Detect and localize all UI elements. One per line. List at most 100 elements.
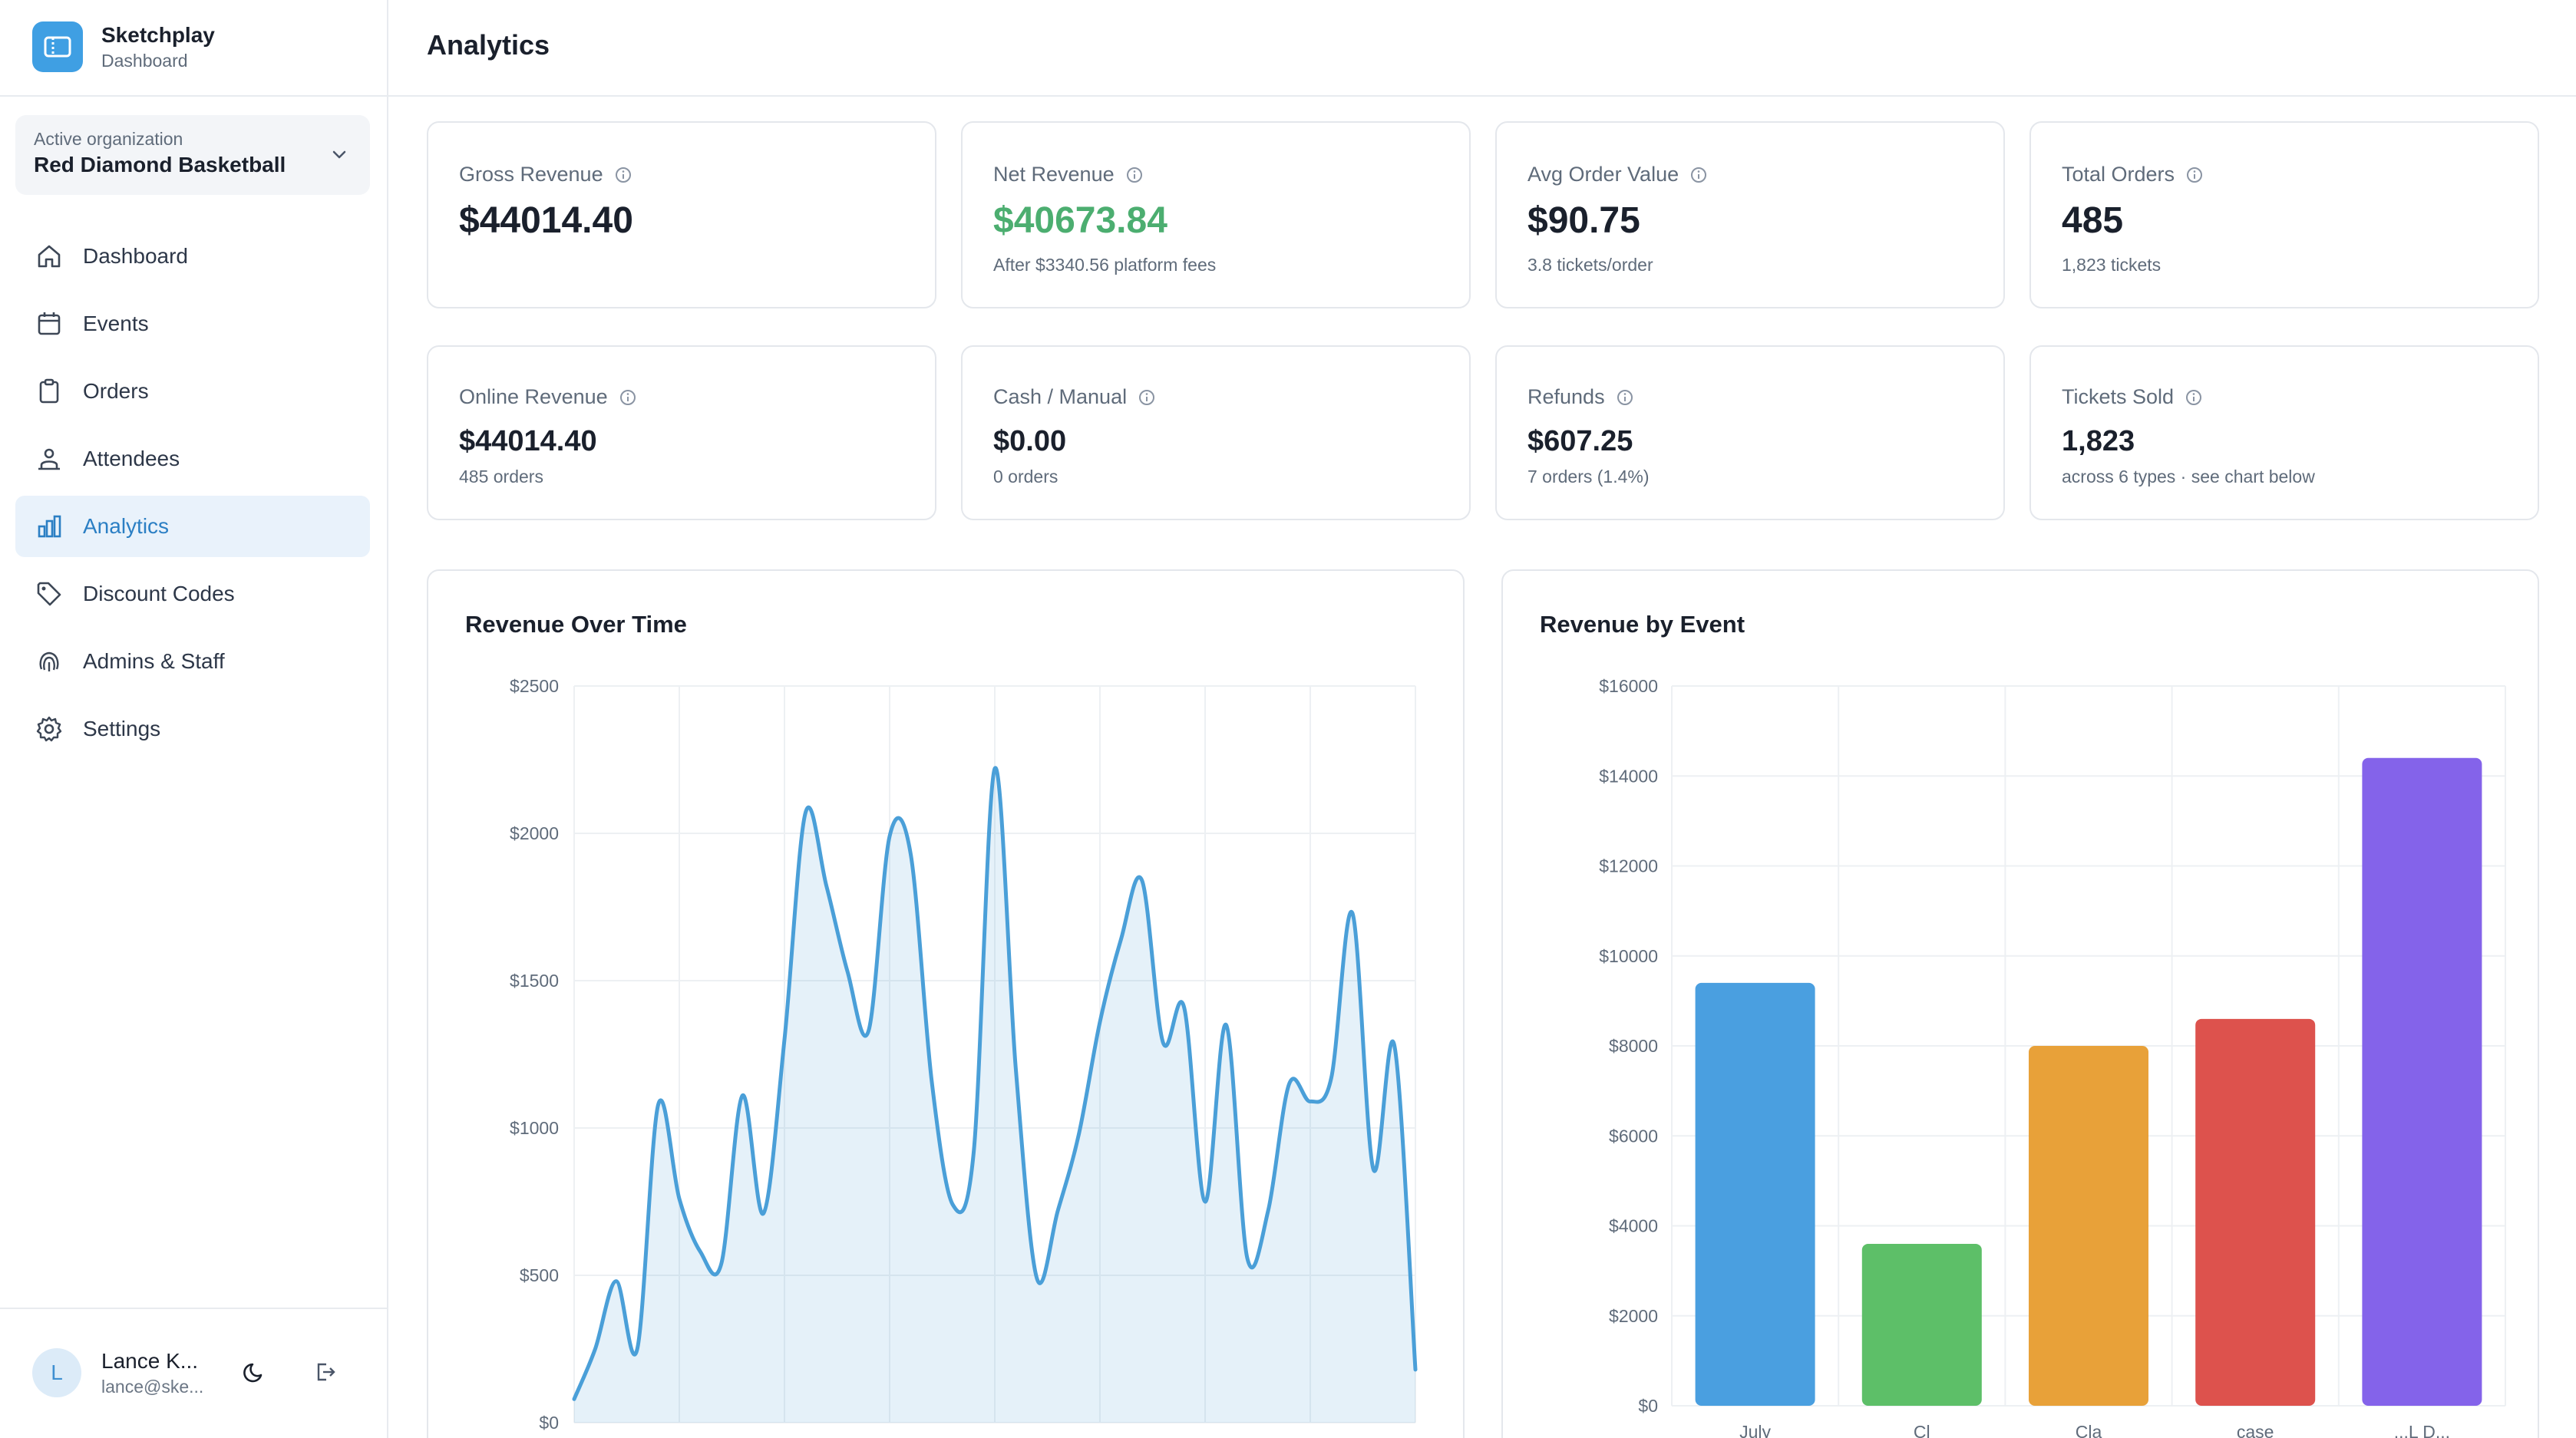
y-tick-label: $16000 <box>1599 676 1658 696</box>
page-header: Analytics <box>388 0 2576 97</box>
stat-card-cash-manual: Cash / Manual $0.00 0 orders <box>961 345 1471 520</box>
bar <box>2362 757 2482 1406</box>
divider <box>0 95 388 97</box>
info-icon[interactable] <box>2185 388 2203 407</box>
y-tick-label: $12000 <box>1599 856 1658 876</box>
stat-value: $607.25 <box>1527 425 1633 457</box>
stat-subtext: 0 orders <box>993 467 1058 486</box>
stat-value: $44014.40 <box>459 425 597 457</box>
sidebar-item-analytics[interactable]: Analytics <box>15 496 370 557</box>
sidebar-item-label: Events <box>83 312 149 335</box>
y-tick-label: $1500 <box>510 971 559 991</box>
chevron-down-icon <box>329 144 350 170</box>
user-profile[interactable]: L Lance K... lance@ske... <box>32 1347 203 1398</box>
revenue-by-event-card: Revenue by Event $0 $2000 $4000 $6000 $8000 $… <box>1501 569 2539 1438</box>
brand[interactable]: Sketchplay Dashboard <box>32 21 215 72</box>
stat-label: Tickets Sold <box>2062 385 2175 408</box>
series-area <box>574 767 1415 1423</box>
sidebar-item-label: Analytics <box>83 514 170 538</box>
user-name: Lance K... <box>101 1349 199 1373</box>
stat-subtext: across 6 types · see chart below <box>2062 467 2315 486</box>
y-tick-label: $0 <box>539 1413 559 1433</box>
stat-label: Gross Revenue <box>459 163 603 186</box>
user-email: lance@ske... <box>101 1377 204 1397</box>
y-tick-label: $10000 <box>1599 946 1658 966</box>
page-title: Analytics <box>427 29 550 61</box>
avatar: L <box>32 1348 81 1397</box>
stat-value: $40673.84 <box>993 200 1167 241</box>
stat-card-net-revenue: Net Revenue $40673.84 After $3340.56 pla… <box>961 121 1471 308</box>
clipboard-icon <box>34 376 64 407</box>
stat-subtext: 485 orders <box>459 467 543 486</box>
revenue-over-time-chart: $0 $500 $1000 $1500 $2000 $2500 <box>510 676 1418 1433</box>
y-tick-label: $8000 <box>1609 1036 1658 1056</box>
y-tick-label: $0 <box>1638 1396 1658 1416</box>
sidebar-item-label: Discount Codes <box>83 582 235 605</box>
sidebar-item-events[interactable]: Events <box>15 293 370 355</box>
gear-icon <box>34 714 64 744</box>
sidebar-item-discount-codes[interactable]: Discount Codes <box>15 563 370 625</box>
x-tick-label: Cla <box>2076 1422 2102 1438</box>
logout-icon <box>312 1359 339 1389</box>
org-name: Red Diamond Basketball <box>34 153 286 176</box>
sidebar-item-label: Orders <box>83 379 149 403</box>
stat-label: Refunds <box>1527 385 1605 408</box>
info-icon[interactable] <box>1689 166 1708 184</box>
chart-title: Revenue by Event <box>1540 611 1745 638</box>
sidebar-item-settings[interactable]: Settings <box>15 698 370 760</box>
stat-label: Total Orders <box>2062 163 2175 186</box>
fingerprint-icon <box>34 646 64 677</box>
sidebar-item-orders[interactable]: Orders <box>15 361 370 422</box>
ticket-icon <box>32 21 83 72</box>
info-icon[interactable] <box>619 388 637 407</box>
org-selector[interactable]: Active organization Red Diamond Basketba… <box>15 115 370 195</box>
stat-label: Net Revenue <box>993 163 1115 186</box>
moon-icon <box>241 1358 269 1390</box>
stat-card-total-orders: Total Orders 485 1,823 tickets <box>2029 121 2539 308</box>
info-icon[interactable] <box>614 166 632 184</box>
stat-subtext: 3.8 tickets/order <box>1527 255 1653 275</box>
stat-subtext: 1,823 tickets <box>2062 255 2162 275</box>
sidebar-item-dashboard[interactable]: Dashboard <box>15 226 370 287</box>
y-tick-label: $6000 <box>1609 1126 1658 1146</box>
tag-icon <box>34 579 64 609</box>
stat-card-avg-order-value: Avg Order Value $90.75 3.8 tickets/order <box>1495 121 2005 308</box>
info-icon[interactable] <box>1616 388 1634 407</box>
y-tick-label: $2000 <box>510 823 559 843</box>
revenue-by-event-chart: $0 $2000 $4000 $6000 $8000 $10000 $12000 $14000… <box>1599 676 2506 1438</box>
series-line <box>572 766 1418 1401</box>
bar-chart-icon <box>34 511 64 542</box>
bar <box>1695 982 1815 1406</box>
home-icon <box>34 241 64 272</box>
divider <box>0 1308 388 1309</box>
stat-label: Online Revenue <box>459 385 608 408</box>
sidebar-nav: Dashboard Events Orders Attendees Analyt… <box>15 226 370 766</box>
sidebar-item-admins-staff[interactable]: Admins & Staff <box>15 631 370 692</box>
stat-value: $90.75 <box>1527 200 1640 241</box>
y-tick-label: $2500 <box>510 676 559 696</box>
stat-card-tickets-sold: Tickets Sold 1,823 across 6 types · see … <box>2029 345 2539 520</box>
brand-name: Sketchplay <box>101 23 215 47</box>
revenue-over-time-card: Revenue Over Time $0 $500 $1000 $1500 $2000 $… <box>427 569 1465 1438</box>
x-tick-label: ...L D... <box>2394 1422 2450 1438</box>
chart-title: Revenue Over Time <box>465 611 687 638</box>
stat-card-online-revenue: Online Revenue $44014.40 485 orders <box>427 345 936 520</box>
info-icon[interactable] <box>2185 166 2204 184</box>
org-label: Active organization <box>34 129 183 149</box>
theme-toggle-button[interactable] <box>239 1358 270 1389</box>
info-icon[interactable] <box>1138 388 1156 407</box>
stat-subtext: After $3340.56 platform fees <box>993 255 1217 275</box>
bar <box>2195 1018 2316 1406</box>
stat-label: Avg Order Value <box>1527 163 1679 186</box>
sidebar-item-label: Settings <box>83 717 161 740</box>
y-tick-label: $14000 <box>1599 766 1658 786</box>
logout-button[interactable] <box>310 1358 341 1389</box>
sidebar-item-label: Dashboard <box>83 244 188 268</box>
sidebar: Sketchplay Dashboard Active organization… <box>0 0 388 1438</box>
info-icon[interactable] <box>1125 166 1144 184</box>
stat-value: $0.00 <box>993 425 1067 457</box>
sidebar-item-attendees[interactable]: Attendees <box>15 428 370 490</box>
y-tick-label: $500 <box>520 1265 559 1285</box>
brand-subtitle: Dashboard <box>101 51 188 71</box>
users-icon <box>34 444 64 474</box>
